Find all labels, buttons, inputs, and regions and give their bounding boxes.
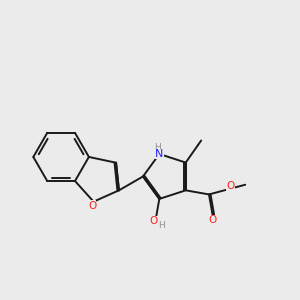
Text: O: O	[88, 200, 96, 211]
Text: H: H	[154, 143, 160, 152]
Text: O: O	[226, 181, 235, 191]
Text: H: H	[158, 221, 165, 230]
Text: O: O	[149, 216, 158, 226]
Text: N: N	[155, 149, 164, 159]
Text: O: O	[208, 215, 217, 225]
